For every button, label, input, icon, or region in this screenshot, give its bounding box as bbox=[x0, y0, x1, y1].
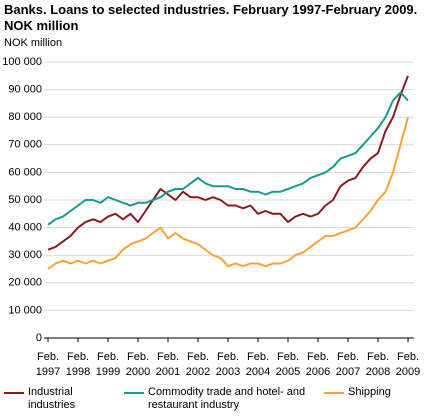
x-tick-label: Feb. 1999 bbox=[95, 351, 121, 378]
x-tick-label: Feb. 2002 bbox=[185, 351, 211, 378]
x-tick-label: Feb. 2005 bbox=[275, 351, 301, 378]
x-tick-label: Feb. 1997 bbox=[35, 351, 61, 378]
y-tick-label: 10 000 bbox=[8, 304, 42, 316]
y-tick-label: 0 bbox=[36, 332, 42, 344]
x-tick-label: Feb. 2000 bbox=[125, 351, 151, 378]
y-tick-label: 40 000 bbox=[8, 222, 42, 234]
x-tick-label: Feb. 2003 bbox=[215, 351, 241, 378]
series-line bbox=[47, 75, 409, 251]
series-line bbox=[47, 116, 409, 270]
y-tick-label: 70 000 bbox=[8, 139, 42, 151]
legend-label: Industrial industries bbox=[28, 386, 76, 411]
x-tick-label: Feb. 2006 bbox=[305, 351, 331, 378]
y-tick-label: 90 000 bbox=[8, 84, 42, 96]
legend-label: Shipping bbox=[348, 386, 391, 398]
chart-title: Banks. Loans to selected industries. Feb… bbox=[4, 2, 418, 33]
legend-item: Industrial industries bbox=[4, 386, 86, 412]
x-tick-label: Feb. 2009 bbox=[395, 351, 421, 378]
x-tick-label: Feb. 2001 bbox=[155, 351, 181, 378]
series-line bbox=[47, 91, 409, 226]
legend-label: Commodity trade and hotel- and restauran… bbox=[148, 386, 306, 411]
x-tick-label: Feb. 2007 bbox=[335, 351, 361, 378]
x-tick-label: Feb. 2008 bbox=[365, 351, 391, 378]
y-tick-label: 20 000 bbox=[8, 277, 42, 289]
y-tick-label: 60 000 bbox=[8, 166, 42, 178]
y-axis-label: NOK million bbox=[4, 37, 63, 49]
legend-swatch bbox=[4, 392, 24, 394]
legend-swatch bbox=[324, 392, 344, 394]
legend-swatch bbox=[124, 392, 144, 394]
y-tick-label: 30 000 bbox=[8, 249, 42, 261]
y-tick-label: 80 000 bbox=[8, 111, 42, 123]
legend-item: Commodity trade and hotel- and restauran… bbox=[124, 386, 314, 412]
y-tick-label: 50 000 bbox=[8, 194, 42, 206]
x-tick-label: Feb. 2004 bbox=[245, 351, 271, 378]
x-tick-label: Feb. 1998 bbox=[65, 351, 91, 378]
y-tick-label: 100 000 bbox=[2, 56, 42, 68]
legend-item: Shipping bbox=[324, 386, 424, 399]
